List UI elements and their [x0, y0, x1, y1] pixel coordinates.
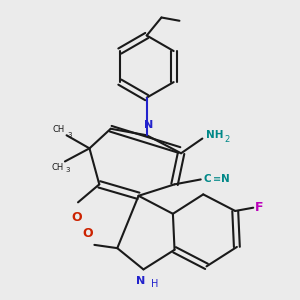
Text: 3: 3	[67, 132, 71, 138]
Text: O: O	[82, 227, 93, 240]
Text: N: N	[136, 276, 145, 286]
Text: 3: 3	[65, 167, 70, 173]
Text: CH: CH	[51, 163, 63, 172]
Text: H: H	[151, 279, 158, 289]
Text: F: F	[255, 201, 263, 214]
Text: O: O	[71, 211, 82, 224]
Text: NH: NH	[206, 130, 223, 140]
Text: 2: 2	[225, 135, 230, 144]
Text: N: N	[221, 174, 230, 184]
Text: N: N	[144, 120, 153, 130]
Text: C: C	[204, 174, 212, 184]
Text: ≡: ≡	[213, 174, 221, 184]
Text: CH: CH	[53, 124, 65, 134]
